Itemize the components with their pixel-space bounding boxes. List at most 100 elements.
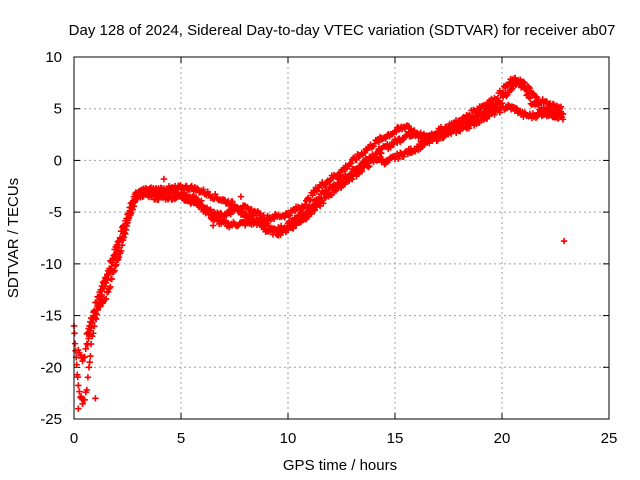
data-point [74,373,81,381]
data-point [106,265,113,272]
data-point [79,357,86,365]
data-point [358,168,366,175]
data-point [108,275,116,283]
data-point [214,216,221,223]
data-point [212,190,219,198]
data-point [83,386,91,394]
data-point [124,211,131,218]
data-point [306,197,313,204]
data-point [417,138,424,145]
data-point [349,176,356,183]
data-point [290,225,297,232]
data-point [526,85,533,92]
data-point [81,396,88,404]
y-tick-label: 5 [54,101,62,118]
data-point [163,188,171,195]
plot-frame [73,56,610,420]
data-point [206,209,214,217]
data-point [75,405,82,412]
data-point [95,293,102,301]
x-tick-label: 10 [280,430,297,447]
data-point [160,175,168,183]
data-point [304,214,311,221]
data-point [375,138,383,146]
data-point [365,163,372,171]
data-point [485,113,493,120]
data-point [113,241,120,249]
data-point [490,99,497,107]
data-point [115,237,123,245]
data-point [391,127,399,135]
data-point [322,194,329,201]
data-point [83,340,91,348]
data-point [77,351,84,359]
data-point [118,242,126,249]
data-point [378,150,385,157]
data-point [434,130,441,137]
data-point [271,226,279,233]
data-point [102,295,110,303]
data-point [189,195,196,203]
data-point [449,123,456,130]
y-tick-label: -10 [40,256,62,273]
y-tick-label: 0 [54,152,62,169]
data-point [84,374,92,381]
data-point [199,202,206,210]
data-point [93,299,100,306]
data-point [122,226,129,233]
y-tick-label: -5 [49,204,62,221]
data-point [87,352,94,360]
data-point [88,315,96,322]
data-point [513,105,521,112]
data-point [76,388,83,395]
data-point [94,303,101,310]
data-point [465,125,473,132]
data-point [526,95,534,102]
data-point [286,212,294,219]
data-point [444,126,451,133]
data-point [521,109,528,116]
data-point [79,400,86,408]
data-point [353,156,360,164]
data-point [243,211,250,218]
data-point [439,134,447,142]
x-tick-label: 15 [387,430,404,447]
data-point [84,329,91,336]
data-point [337,184,345,192]
data-point [107,283,114,291]
data-point [541,107,548,115]
data-point [126,204,133,211]
data-point [155,196,162,203]
y-tick-label: 10 [45,49,62,66]
data-point [557,103,565,110]
data-point [347,159,355,167]
data-point [110,268,117,275]
x-tick-label: 25 [601,430,618,447]
data-point [525,93,532,101]
x-tick-label: 20 [494,430,511,447]
x-tick-label: 5 [177,430,185,447]
data-point [411,127,418,134]
data-point [499,89,507,96]
data-point [71,340,79,347]
data-point [97,286,104,294]
y-tick-label: -25 [40,411,62,428]
data-point [102,274,110,281]
data-point [75,382,82,389]
x-tick-label: 0 [70,430,78,447]
data-point [84,341,91,348]
y-axis-label: SDTVAR / TECUs [5,178,22,298]
data-point [117,227,125,235]
data-point [227,202,234,209]
data-point [532,114,540,121]
data-point [307,196,314,203]
data-point [137,191,144,198]
data-point [105,288,112,295]
data-point [200,186,207,193]
data-point [71,330,78,337]
data-points [70,74,568,412]
data-point [129,198,137,206]
data-point [123,215,130,222]
grid [74,57,609,419]
